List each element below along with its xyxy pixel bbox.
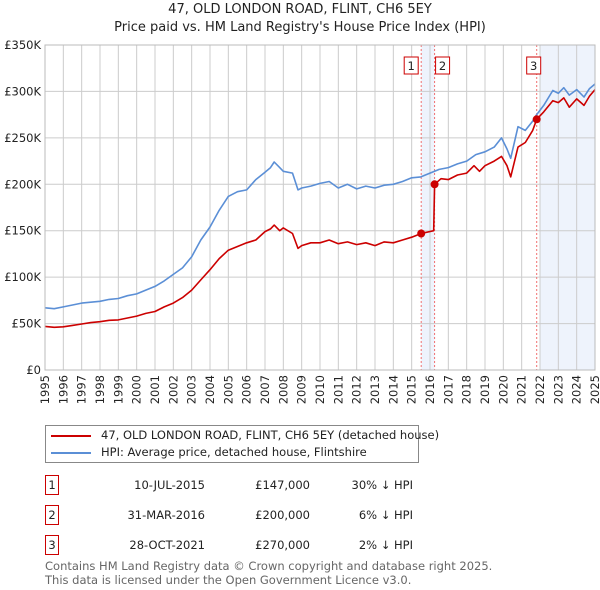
transaction-hpi-diff: 30% ↓ HPI — [351, 478, 413, 492]
transaction-hpi-diff: 6% ↓ HPI — [358, 508, 413, 522]
y-tick-label: £250K — [4, 131, 41, 145]
transaction-price: £270,000 — [255, 538, 310, 552]
y-tick-label: £100K — [4, 270, 41, 284]
x-tick-label: 1995 — [38, 375, 52, 404]
x-tick-label: 2017 — [441, 375, 455, 404]
shaded-region — [540, 45, 595, 370]
x-tick-label: 2013 — [368, 375, 382, 404]
x-tick-label: 1997 — [75, 375, 89, 404]
sale-label-box — [526, 56, 542, 75]
x-tick-label: 2023 — [551, 375, 565, 404]
chart-title: 47, OLD LONDON ROAD, FLINT, CH6 5EY — [168, 2, 432, 17]
sale-label: 2 — [439, 59, 446, 73]
x-tick-label: 1998 — [93, 375, 107, 404]
sale-label-box — [403, 56, 419, 75]
y-tick-label: £150K — [4, 224, 41, 238]
legend-label: HPI: Average price, detached house, Flin… — [101, 445, 367, 459]
transaction-price: £200,000 — [255, 508, 310, 522]
sale-point — [430, 180, 439, 189]
transaction-marker: 3 — [45, 535, 59, 555]
x-tick-label: 2014 — [386, 375, 400, 404]
plot-border — [44, 44, 596, 371]
legend-swatch-blue — [51, 452, 91, 454]
footer-licence: This data is licensed under the Open Gov… — [45, 573, 412, 587]
x-tick-label: 2006 — [240, 375, 254, 404]
x-tick-label: 2003 — [185, 375, 199, 404]
legend-label: 47, OLD LONDON ROAD, FLINT, CH6 5EY (det… — [101, 428, 440, 442]
footer-copyright: Contains HM Land Registry data © Crown c… — [45, 559, 493, 573]
shaded-region — [421, 45, 435, 370]
x-tick-label: 2004 — [203, 375, 217, 404]
y-tick-label: £200K — [4, 177, 41, 191]
legend: 47, OLD LONDON ROAD, FLINT, CH6 5EY (det… — [45, 425, 439, 463]
transaction-row: 3 28-OCT-2021 £270,000 2% ↓ HPI — [45, 535, 465, 555]
transaction-date: 28-OCT-2021 — [129, 538, 205, 552]
transaction-row: 2 31-MAR-2016 £200,000 6% ↓ HPI — [45, 505, 465, 525]
x-tick-label: 2020 — [496, 375, 510, 404]
hpi-line — [44, 83, 596, 310]
x-tick-label: 2018 — [460, 375, 474, 404]
x-tick-label: 2007 — [258, 375, 272, 404]
y-tick-label: £350K — [4, 38, 41, 52]
property-price-line — [44, 89, 596, 329]
transaction-hpi-diff: 2% ↓ HPI — [358, 538, 413, 552]
transaction-row: 1 10-JUL-2015 £147,000 30% ↓ HPI — [45, 475, 465, 495]
sale-label: 1 — [408, 59, 415, 73]
x-tick-label: 2012 — [350, 375, 364, 404]
x-tick-label: 2000 — [130, 375, 144, 404]
x-tick-label: 2022 — [533, 375, 547, 404]
x-tick-label: 2016 — [423, 375, 437, 404]
transaction-marker: 1 — [45, 475, 59, 495]
y-tick-label: £0 — [26, 363, 41, 377]
transaction-date: 10-JUL-2015 — [134, 478, 205, 492]
sale-label-box — [435, 56, 451, 75]
x-tick-label: 2002 — [166, 375, 180, 404]
x-tick-label: 2021 — [515, 375, 529, 404]
y-tick-label: £50K — [12, 317, 42, 331]
x-tick-label: 1999 — [111, 375, 125, 404]
sale-label: 3 — [530, 59, 537, 73]
y-tick-label: £300K — [4, 84, 41, 98]
x-tick-label: 2024 — [570, 375, 584, 404]
sale-point — [532, 115, 541, 124]
x-tick-label: 2010 — [313, 375, 327, 404]
chart-subtitle: Price paid vs. HM Land Registry's House … — [114, 20, 486, 35]
x-tick-label: 2005 — [221, 375, 235, 404]
x-tick-label: 2009 — [295, 375, 309, 404]
x-tick-label: 2025 — [588, 375, 600, 404]
x-tick-label: 2001 — [148, 375, 162, 404]
legend-swatch-red — [51, 435, 91, 437]
x-tick-label: 1996 — [56, 375, 70, 404]
transaction-price: £147,000 — [255, 478, 310, 492]
x-tick-label: 2008 — [276, 375, 290, 404]
transaction-marker: 2 — [45, 505, 59, 525]
transaction-date: 31-MAR-2016 — [127, 508, 205, 522]
price-chart: 1995 1996 1997 1998 1999 2000 2001 2002 2003 2004… — [4, 38, 600, 404]
x-tick-label: 2011 — [331, 375, 345, 404]
sale-point — [417, 229, 426, 238]
x-tick-label: 2015 — [405, 375, 419, 404]
x-tick-label: 2019 — [478, 375, 492, 404]
